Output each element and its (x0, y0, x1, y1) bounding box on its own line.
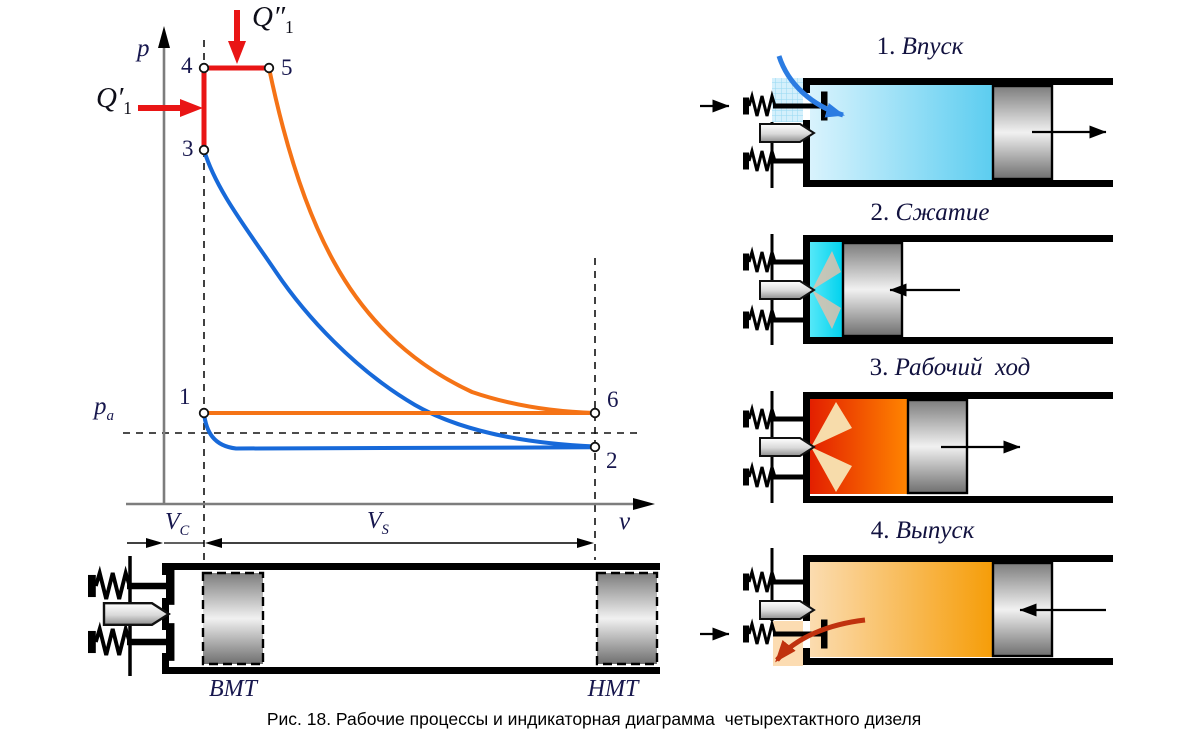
exhaust-valve-closed (743, 306, 810, 335)
point-4-label: 4 (181, 53, 193, 78)
q2-arrow-head (228, 41, 246, 64)
expansion-curve (267, 67, 596, 415)
combustion-gas-fill (810, 399, 908, 494)
point-1-marker (198, 407, 210, 419)
stroke-2-compression (743, 234, 1113, 345)
pa-label: pa (94, 393, 114, 424)
exhaust-gas-fill (810, 562, 993, 657)
fuel-spray-start (812, 251, 841, 290)
q1-arrow-head (180, 99, 203, 117)
fuel-spray-cone (811, 402, 852, 447)
stroke-4-exhaust (700, 548, 1113, 666)
intake-valve-closed (743, 405, 810, 434)
point-4-marker (198, 62, 210, 74)
intake-valve-closed (743, 568, 810, 597)
exhaust-valve-closed (743, 147, 810, 176)
point-2-label: 2 (606, 448, 618, 473)
stroke-1-intake (700, 55, 1113, 188)
point-5-marker (263, 62, 275, 74)
dimension-lines (127, 538, 594, 548)
heat-q1-label: Q′1 (96, 82, 132, 118)
v-axis-label: v (619, 508, 631, 535)
p-axis-arrowhead (158, 26, 170, 48)
stroke-3-title: 3. Рабочий ход (869, 354, 1031, 381)
vs-label: VS (367, 508, 389, 538)
exhaust-flow-arrow (775, 617, 866, 663)
cylinder-bottom-wall (162, 667, 660, 674)
exhaust-valve-closed (743, 463, 810, 492)
point-3-marker (198, 144, 210, 156)
fuel-injector (759, 600, 815, 620)
stroke-2-title: 2. Сжатие (870, 199, 990, 226)
tdc-label: ВМТ (209, 676, 257, 702)
point-6-marker (589, 407, 601, 419)
fuel-injector (759, 123, 815, 143)
state-point-markers (198, 62, 601, 453)
p-axis-label: p (137, 35, 150, 62)
pv-diagram (123, 10, 655, 560)
intake-port (772, 78, 803, 122)
piston-tdc (201, 571, 265, 666)
fuel-injector (102, 602, 171, 626)
compressed-charge-fill (810, 242, 843, 337)
piston-bdc (595, 571, 659, 666)
compression-curve (202, 149, 596, 449)
intake-line (202, 412, 596, 451)
stroke-4-title: 4. Выпуск (870, 517, 975, 544)
airflow-arrow (776, 55, 845, 118)
fuel-injector (759, 437, 815, 457)
main-cylinder (88, 556, 660, 676)
bdc-label: НМТ (587, 676, 639, 702)
point-2-marker (589, 441, 601, 453)
point-5-label: 5 (281, 55, 293, 80)
stroke-1-title: 1. Впуск (876, 33, 964, 60)
point-6-label: 6 (607, 387, 619, 412)
point-1-label: 1 (179, 384, 191, 409)
vc-label: VC (165, 509, 190, 539)
point-3-label: 3 (182, 136, 194, 161)
v-axis-arrowhead (633, 498, 655, 510)
cylinder-top-wall (162, 563, 660, 570)
heat-q2-label: Q″1 (252, 1, 294, 37)
fresh-charge-fill (810, 85, 993, 180)
stroke-3-power (743, 391, 1113, 503)
intake-valve-closed (743, 248, 810, 277)
figure-caption: Рис. 18. Рабочие процессы и индикаторная… (266, 709, 922, 729)
fuel-injector (759, 280, 815, 300)
